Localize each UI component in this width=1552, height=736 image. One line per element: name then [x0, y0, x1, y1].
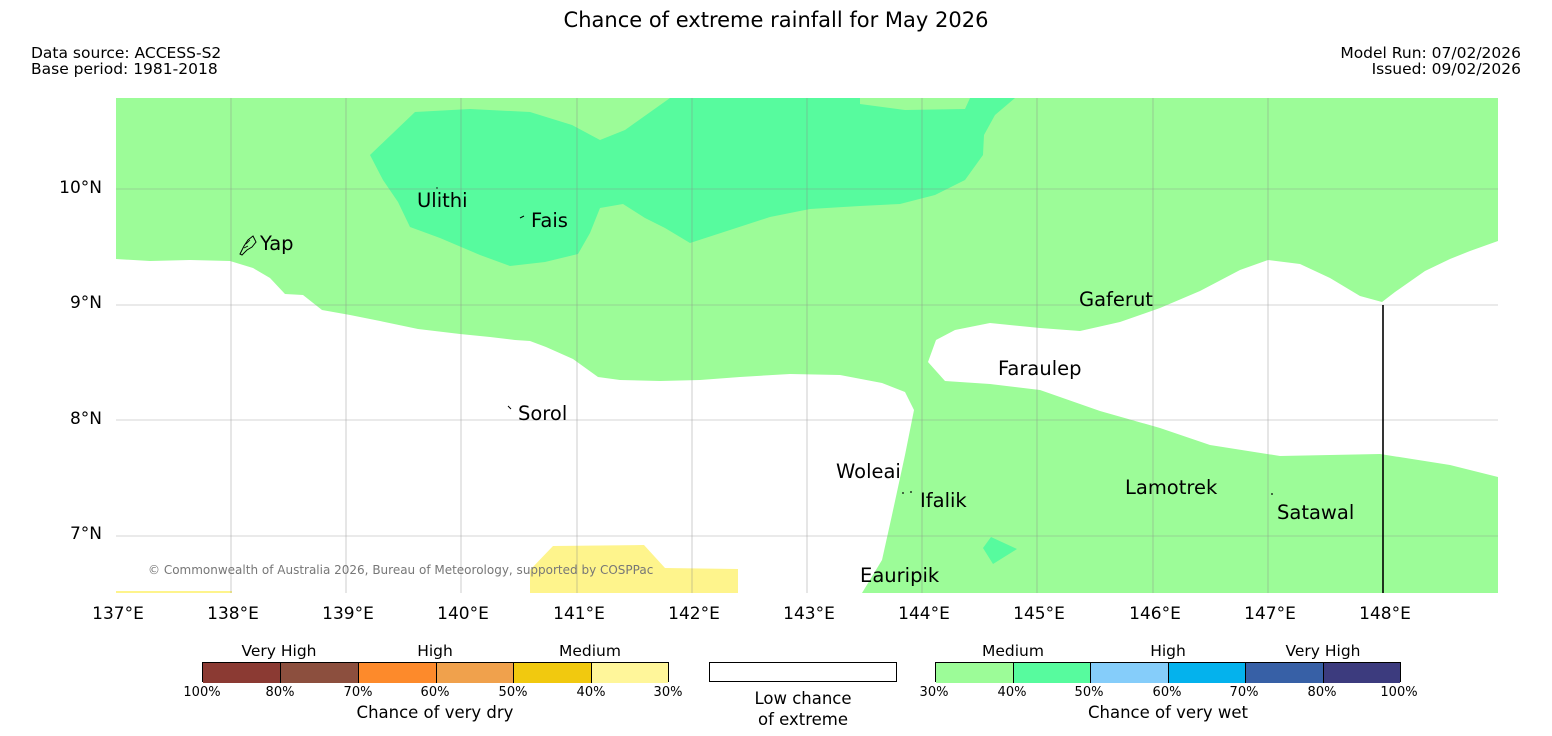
wet-tick-70: 70%: [1229, 685, 1259, 700]
wet-tick-30: 30%: [919, 685, 949, 700]
wet-tick-80: 80%: [1307, 685, 1337, 700]
dry-medium-region-west: [116, 591, 232, 593]
low-chance-line2: of extreme: [757, 710, 849, 729]
place-label-yap: Yap: [260, 232, 294, 255]
lon-label-146e: 146°E: [1129, 604, 1181, 624]
sorol-island-shape: [507, 405, 512, 410]
dry-category-high: High: [417, 642, 453, 660]
lat-label-9n: 9°N: [69, 293, 102, 313]
low-chance-swatch: [709, 662, 897, 682]
dry-swatch-60-70: [359, 663, 437, 683]
dry-tick-50: 50%: [498, 685, 528, 700]
wet-swatch-50-60: [1091, 663, 1169, 683]
lon-label-139e: 139°E: [322, 604, 374, 624]
wet-colorbar-title: Chance of very wet: [1088, 703, 1248, 722]
dry-swatch-50-60: [437, 663, 514, 683]
lon-label-142e: 142°E: [668, 604, 720, 624]
dry-swatch-40-50: [514, 663, 592, 683]
wet-category-very-high: Very High: [1285, 642, 1361, 660]
dry-tick-60: 60%: [420, 685, 450, 700]
lon-label-145e: 145°E: [1013, 604, 1065, 624]
lat-label-7n: 7°N: [69, 524, 102, 544]
fais-island-shape: [519, 215, 525, 219]
ifalik-island-shape: [902, 492, 904, 494]
dry-category-very-high: Very High: [241, 642, 317, 660]
dry-colorbar-title: Chance of very dry: [356, 703, 514, 722]
lon-label-144e: 144°E: [898, 604, 950, 624]
dry-swatch-70-80: [281, 663, 359, 683]
place-label-faraulep: Faraulep: [998, 357, 1082, 380]
low-chance-line1: Low chance: [754, 689, 852, 708]
wet-tick-50: 50%: [1074, 685, 1104, 700]
dry-tick-100: 100%: [183, 685, 221, 700]
data-source-text: Data source: ACCESS-S2: [31, 44, 222, 62]
copyright-notice: © Commonwealth of Australia 2026, Bureau…: [148, 563, 654, 577]
wet-swatch-40-50: [1014, 663, 1091, 683]
wet-swatch-70-80: [1246, 663, 1324, 683]
wet-swatch-60-70: [1169, 663, 1246, 683]
page-title: Chance of extreme rainfall for May 2026: [563, 8, 989, 32]
ulithi-island-shape: [436, 187, 438, 189]
issued-text: Issued: 09/02/2026: [1371, 60, 1521, 78]
dry-tick-80: 80%: [265, 685, 295, 700]
wet-swatch-30-40: [936, 663, 1014, 683]
dry-swatch-30-40: [592, 663, 668, 683]
place-label-satawal: Satawal: [1277, 501, 1355, 524]
dry-tick-30: 30%: [653, 685, 683, 700]
place-label-woleai: Woleai: [836, 460, 901, 483]
low-chance-label: Low chance of extreme: [709, 688, 897, 730]
place-label-ifalik: Ifalik: [920, 489, 967, 512]
data-info: Data source: ACCESS-S2 Base period: 1981…: [31, 45, 221, 77]
dry-medium-region: [530, 545, 738, 593]
dry-tick-40: 40%: [576, 685, 606, 700]
wet-category-high: High: [1150, 642, 1186, 660]
lon-label-137e: 137°E: [92, 604, 144, 624]
lon-label-143e: 143°E: [783, 604, 835, 624]
place-label-ulithi: Ulithi: [417, 189, 468, 212]
place-label-fais: Fais: [531, 209, 568, 232]
place-label-sorol: Sorol: [518, 402, 568, 425]
base-period-text: Base period: 1981-2018: [31, 60, 218, 78]
dry-tick-70: 70%: [343, 685, 373, 700]
lon-label-140e: 140°E: [437, 604, 489, 624]
wet-tick-40: 40%: [997, 685, 1027, 700]
wet-category-medium: Medium: [982, 642, 1044, 660]
wet-swatch-80-100: [1324, 663, 1400, 683]
lat-label-10n: 10°N: [59, 178, 102, 198]
place-label-lamotrek: Lamotrek: [1125, 476, 1218, 499]
wet-colorbar: [935, 662, 1401, 683]
lon-label-147e: 147°E: [1244, 604, 1296, 624]
run-info: Model Run: 07/02/2026 Issued: 09/02/2026: [1340, 45, 1521, 77]
wet-medium-patch-south: [983, 537, 1017, 564]
dry-colorbar: [202, 662, 669, 683]
satawal-island-shape: [1271, 493, 1273, 495]
lon-label-138e: 138°E: [207, 604, 259, 624]
lon-label-141e: 141°E: [553, 604, 605, 624]
dry-swatch-80-100: [203, 663, 281, 683]
place-label-eauripik: Eauripik: [860, 564, 940, 587]
lat-label-8n: 8°N: [69, 409, 102, 429]
dry-category-medium: Medium: [559, 642, 621, 660]
wet-medium-region-high: [370, 98, 1015, 266]
place-label-gaferut: Gaferut: [1079, 288, 1153, 311]
wet-tick-60: 60%: [1152, 685, 1182, 700]
yap-island-shape: [239, 235, 257, 256]
lon-label-148e: 148°E: [1359, 604, 1411, 624]
model-run-text: Model Run: 07/02/2026: [1340, 44, 1521, 62]
wet-tick-100: 100%: [1380, 685, 1418, 700]
